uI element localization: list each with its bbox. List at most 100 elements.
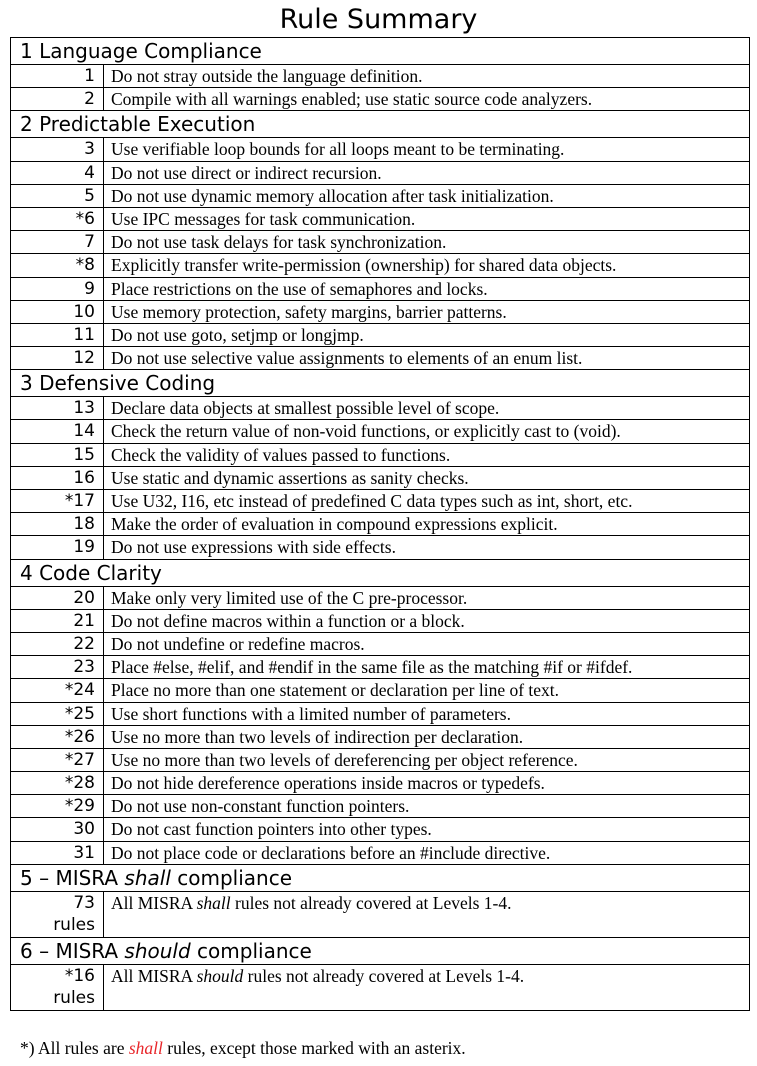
text-segment: Do not use goto, setjmp or longjmp. [111,324,364,345]
table-row: 5 Do not use dynamic memory allocation af… [10,183,750,208]
text-segment: Do not use direct or indirect recursion. [111,162,382,183]
rule-text: Do not hide dereference operations insid… [103,771,750,796]
rule-text: Make the order of evaluation in compound… [103,512,750,537]
text-segment: Do not use dynamic memory allocation aft… [111,185,554,206]
text-segment: Use IPC messages for task communication. [111,208,416,229]
section-title: 5 – MISRA shall compliance [10,863,750,892]
rule-number: 4 [10,160,104,185]
text-segment: 2 Predictable Execution [20,112,256,137]
text-segment: Use verifiable loop bounds for all loops… [111,139,565,160]
rule-number: *26 [10,724,104,749]
rule-number-value: 3 [84,139,95,160]
rule-number: 73 rules [10,890,104,938]
rule-number: *16 rules [10,963,104,1011]
text-segment: 3 Defensive Coding [20,371,216,396]
rule-number-value: 31 [73,842,95,863]
rule-number: *8 [10,253,104,278]
table-row: 9 Place restrictions on the use of semaph… [10,276,750,301]
rule-text: Use U32, I16, etc instead of predefined … [103,488,750,514]
rule-number: 31 [10,840,104,865]
rule-number-value: 10 [73,301,95,322]
rule-number: 9 [10,276,104,301]
text-segment: Use static and dynamic assertions as san… [111,467,469,488]
rule-number-value: *6 [75,208,95,229]
text-segment: rules not already covered at Levels 1-4. [230,892,512,913]
table-row: 19 Do not use expressions with side effec… [10,535,750,560]
table-row: 7 Do not use task delays for task synchro… [10,230,750,255]
table-row: 21 Do not define macros within a function… [10,608,750,633]
text-segment: Do not use task delays for task synchron… [111,232,447,253]
rule-text: Do not use non-constant function pointer… [103,794,750,819]
rule-number: 2 [10,87,104,112]
rule-text: Do not use goto, setjmp or longjmp. [103,322,750,348]
text-segment: Use short functions with a limited numbe… [111,703,511,724]
rule-text: Do not undefine or redefine macros. [103,631,750,657]
table-row: 31 Do not place code or declarations befo… [10,840,750,865]
rule-text: Explicitly transfer write-permission (ow… [103,253,750,278]
footnote: *) All rules are shall rules, except tho… [20,1038,466,1059]
rule-text: Place no more than one statement or decl… [103,678,750,703]
rule-number: *24 [10,678,104,703]
rule-text: Do not use dynamic memory allocation aft… [103,183,750,208]
table-row: *6 Use IPC messages for task communicatio… [10,206,750,232]
section-title: 4 Code Clarity [10,558,750,587]
rule-number-value: *8 [75,255,95,276]
rule-number: 15 [10,442,104,467]
rule-text: Do not use task delays for task synchron… [103,230,750,255]
table-row: 23 Place #else, #elif, and #endif in the … [10,655,750,680]
emphasis-text: should [124,938,191,963]
text-segment: 1 Language Compliance [20,39,262,63]
table-row: 18 Make the order of evaluation in compou… [10,512,750,537]
rule-number-value: 5 [84,185,95,206]
text-segment: Do not place code or declarations before… [111,842,551,863]
rule-text: Check the validity of values passed to f… [103,442,750,467]
rule-number: 14 [10,419,104,444]
rule-text: Make only very limited use of the C pre-… [103,585,750,610]
rule-number-unit: rules [53,987,95,1008]
section-header: 2 Predictable Execution [10,110,750,139]
rule-number: 7 [10,230,104,255]
emphasis-text: shall [124,865,171,890]
text-segment: compliance [170,865,293,890]
rule-text: Declare data objects at smallest possibl… [103,396,750,421]
table-row: *24 Place no more than one statement or d… [10,678,750,703]
rule-text: Check the return value of non-void funct… [103,419,750,444]
rule-number-value: 20 [73,587,95,608]
rule-number: *28 [10,771,104,796]
text-segment: Use no more than two levels of indirecti… [111,726,524,747]
rule-number-value: *16 [64,965,95,986]
rule-text: Use verifiable loop bounds for all loops… [103,137,750,162]
rule-number-value: 11 [73,324,95,345]
rule-number-value: 13 [73,398,95,419]
rule-text: Do not use selective value assignments t… [103,346,750,371]
text-segment: Do not define macros within a function o… [111,610,465,631]
rule-number: 1 [10,63,104,89]
section-title: 6 – MISRA should compliance [10,936,750,965]
section-header: 3 Defensive Coding [10,369,750,398]
rule-number-value: 16 [73,467,95,488]
table-row: 30 Do not cast function pointers into oth… [10,817,750,842]
rule-number: *17 [10,488,104,514]
table-row: 1 Do not stray outside the language defin… [10,63,750,89]
rule-text: All MISRA shall rules not already covere… [103,890,750,938]
rule-number-value: 23 [73,657,95,678]
text-segment: Do not use non-constant function pointer… [111,796,410,817]
rule-number-value: 18 [73,514,95,535]
text-segment: 5 – MISRA [20,865,125,890]
rule-text: Use static and dynamic assertions as san… [103,465,750,491]
text-segment: rules not already covered at Levels 1-4. [243,965,525,986]
rule-text: Use no more than two levels of dereferen… [103,747,750,773]
text-segment: Do not cast function pointers into other… [111,819,432,840]
text-segment: 4 Code Clarity [20,560,162,585]
rule-number-value: *27 [64,749,95,770]
rule-number: 19 [10,535,104,560]
rule-number: *6 [10,206,104,232]
rule-number-value: 22 [73,633,95,654]
rule-text: Compile with all warnings enabled; use s… [103,87,750,112]
table-row: 73 rules All MISRA shall rules not already… [10,890,750,938]
rule-number-value: *26 [64,726,95,747]
text-segment: Use U32, I16, etc instead of predefined … [111,491,633,511]
rule-number-value: 4 [84,162,95,183]
rule-number: 20 [10,585,104,610]
rule-number: 5 [10,183,104,208]
